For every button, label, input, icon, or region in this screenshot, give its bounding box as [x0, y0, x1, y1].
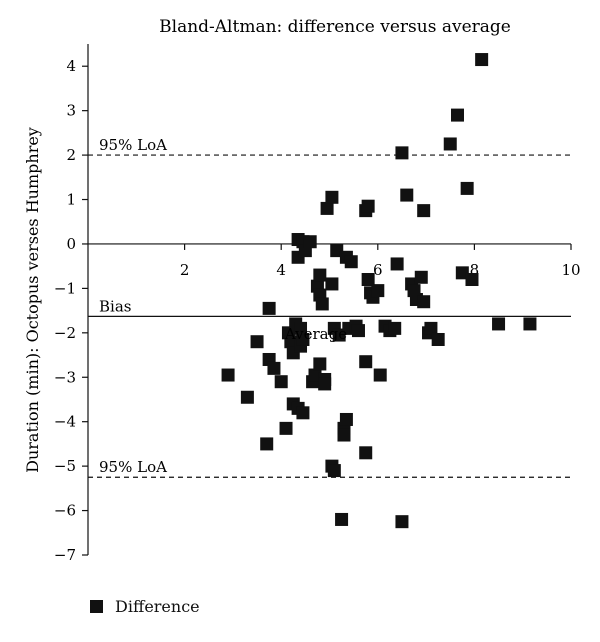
data-point [250, 335, 264, 349]
data-point [417, 295, 431, 309]
data-point [221, 368, 235, 382]
y-tick-label: 4 [66, 57, 76, 75]
data-point [388, 321, 402, 335]
y-tick-label: −2 [54, 324, 76, 342]
data-point [400, 188, 414, 202]
reference-lines: 95% LoA Bias 95% LoA [88, 136, 571, 478]
data-point [351, 324, 365, 338]
data-point [327, 464, 341, 478]
data-point [339, 412, 353, 426]
data-point [475, 53, 489, 67]
data-point [279, 421, 293, 435]
loa-label: 95% LoA [99, 458, 167, 476]
y-tick-label: −3 [54, 368, 76, 386]
data-point [417, 204, 431, 218]
bias-label: Bias [99, 297, 131, 315]
data-point [359, 355, 373, 369]
data-point [313, 268, 327, 282]
y-tick-label: 0 [66, 235, 76, 253]
data-point [315, 297, 329, 311]
data-points [221, 53, 537, 529]
x-axis-label: Average [284, 325, 347, 343]
legend-label: Difference [115, 597, 200, 616]
data-point [320, 201, 334, 215]
data-point [274, 375, 288, 389]
data-point [325, 277, 339, 291]
data-point [395, 515, 409, 529]
y-axis-label: Duration (min): Octopus verses Humphrey [23, 127, 42, 473]
y-tick-label: 2 [66, 146, 76, 164]
x-tick-label: 10 [561, 261, 580, 279]
y-tick-label: −6 [54, 502, 76, 520]
x-tick-label: 8 [470, 261, 480, 279]
y-tick-label: −7 [54, 546, 76, 564]
chart-title: Bland-Altman: difference versus average [159, 17, 511, 37]
data-point [325, 190, 339, 204]
data-point [424, 321, 438, 335]
data-point [431, 332, 445, 346]
data-point [296, 406, 310, 420]
data-point [296, 332, 310, 346]
x-tick-label: 6 [373, 261, 383, 279]
data-point [414, 270, 428, 284]
y-tick-label: 1 [66, 191, 76, 209]
data-point [361, 199, 375, 213]
data-point [337, 428, 351, 442]
data-point [450, 108, 464, 122]
data-point [390, 257, 404, 271]
data-point [318, 377, 332, 391]
data-point [361, 273, 375, 287]
data-point [335, 512, 349, 526]
y-tick-label: −5 [54, 457, 76, 475]
data-point [294, 321, 308, 335]
x-tick-label: 4 [276, 261, 286, 279]
data-point [262, 301, 276, 315]
data-point [359, 446, 373, 460]
data-point [443, 137, 457, 151]
loa-label: 95% LoA [99, 136, 167, 154]
legend-square-marker [90, 600, 103, 613]
data-point [313, 357, 327, 371]
data-point [373, 368, 387, 382]
legend: Difference [90, 597, 200, 616]
y-tick-label: −4 [54, 413, 76, 431]
data-point [371, 284, 385, 298]
y-tick-label: 3 [66, 102, 76, 120]
data-point [465, 273, 479, 287]
x-tick-label: 2 [180, 261, 190, 279]
data-point [492, 317, 506, 331]
data-point [523, 317, 537, 331]
y-tick-label: −1 [54, 279, 76, 297]
bland-altman-chart: Bland-Altman: difference versus average … [23, 17, 581, 564]
data-point [260, 437, 274, 451]
data-point [303, 235, 317, 249]
data-point [267, 361, 281, 375]
data-point [240, 390, 254, 404]
data-point [395, 146, 409, 160]
data-point [460, 181, 474, 195]
data-point [344, 255, 358, 269]
